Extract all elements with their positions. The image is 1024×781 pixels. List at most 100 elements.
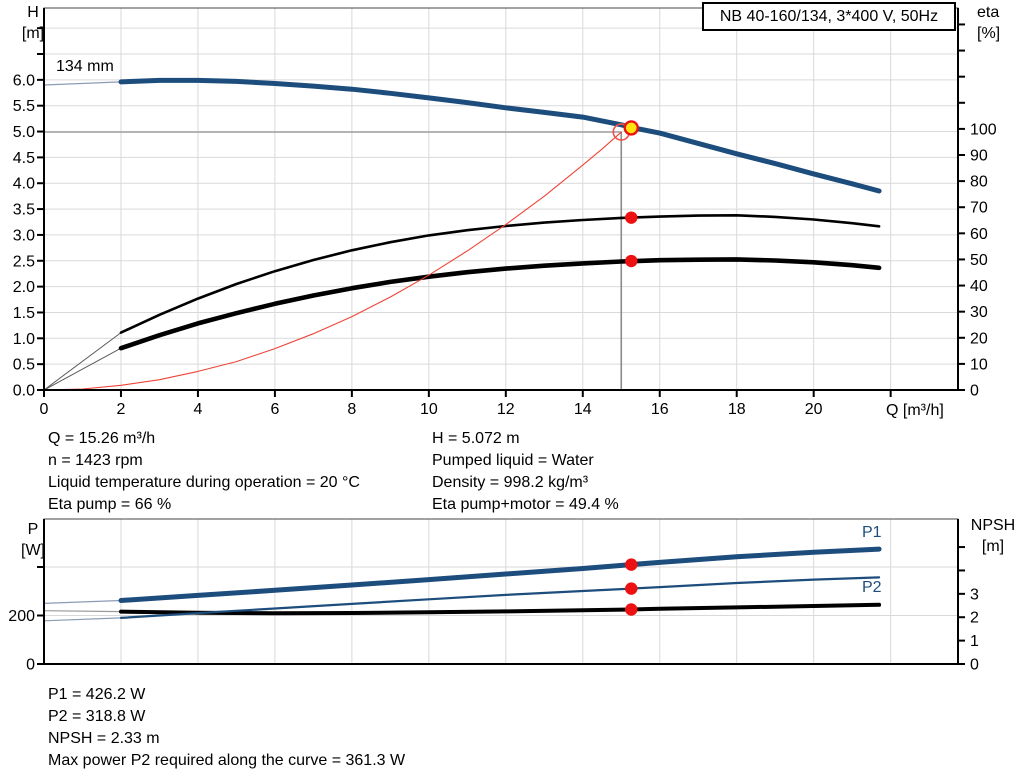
svg-text:60: 60: [970, 226, 988, 243]
svg-text:16: 16: [651, 401, 669, 418]
duty-results-right: H = 5.072 m Pumped liquid = Water Densit…: [432, 428, 619, 516]
result-max-p2: Max power P2 required along the curve = …: [48, 752, 406, 769]
eta-axis-label-line1: eta: [977, 4, 1000, 21]
p1-ext-curve: [43, 599, 122, 604]
svg-text:10: 10: [420, 401, 438, 418]
eta-pump-ext-curve: [43, 332, 122, 391]
p1-curve: [118, 546, 882, 603]
npsh-ext-curve: [43, 610, 122, 613]
curves: [43, 77, 882, 391]
h-axis-label: H [m]: [14, 2, 52, 44]
svg-text:70: 70: [970, 200, 988, 217]
h-axis-label-line2: [m]: [21, 25, 45, 42]
eta-axis-label: eta [%]: [977, 2, 1000, 44]
result-pumped-liquid: Pumped liquid = Water: [432, 452, 594, 469]
p1-curve-label: P1: [862, 524, 882, 541]
eta-pump-motor-curve: [118, 257, 882, 351]
p-axis-label-line2: [W]: [21, 542, 45, 559]
svg-text:18: 18: [728, 401, 746, 418]
p-axis-label-line1: P: [27, 521, 39, 538]
gridlines: [44, 8, 958, 390]
p2-duty-dot: [625, 582, 638, 595]
svg-text:40: 40: [970, 278, 988, 295]
svg-text:3.5: 3.5: [13, 202, 35, 219]
eta-axis-label-line2: [%]: [977, 25, 1001, 42]
system-curve-curve: [43, 131, 622, 391]
eta-pump-motor-duty-dot: [625, 254, 638, 268]
axes: [37, 518, 965, 665]
head-ext-curve: [43, 81, 122, 86]
svg-text:50: 50: [970, 252, 988, 269]
svg-text:2: 2: [117, 401, 126, 418]
result-eta-pump-motor: Eta pump+motor = 49.4 %: [432, 496, 619, 513]
eta-pump-curve: [119, 214, 881, 334]
npsh-axis-label-line1: NPSH: [970, 517, 1016, 534]
duty-point-marker[interactable]: [623, 120, 639, 136]
head-134mm-curve: [118, 77, 882, 194]
svg-text:4.0: 4.0: [13, 176, 35, 193]
svg-text:8: 8: [347, 401, 356, 418]
svg-text:6: 6: [270, 401, 279, 418]
p1-duty-dot: [625, 558, 638, 571]
gridlines: [44, 519, 958, 664]
duty-results-left: Q = 15.26 m³/h n = 1423 rpm Liquid tempe…: [48, 428, 360, 516]
svg-text:0: 0: [40, 401, 49, 418]
result-speed: n = 1423 rpm: [48, 452, 143, 469]
svg-text:2: 2: [970, 610, 979, 627]
svg-text:80: 80: [970, 174, 988, 191]
axes: [37, 7, 965, 397]
svg-text:1.5: 1.5: [13, 305, 35, 322]
svg-text:0: 0: [26, 657, 35, 674]
tick-labels: 0 200 0 1 2 3: [8, 586, 979, 673]
h-axis-label-line1: H: [27, 4, 39, 21]
result-liquid-temp: Liquid temperature during operation = 20…: [48, 474, 360, 491]
impeller-diameter-label: 134 mm: [56, 58, 114, 75]
svg-text:2.0: 2.0: [13, 279, 35, 296]
npsh-curve: [119, 602, 882, 616]
power-npsh-chart: 0 200 0 1 2 3: [8, 518, 979, 674]
svg-text:0.5: 0.5: [13, 357, 35, 374]
duty-markers: [625, 558, 638, 616]
svg-text:30: 30: [970, 304, 988, 321]
eta-pump-duty-dot: [625, 211, 638, 224]
p2-curve: [119, 576, 881, 619]
svg-text:20: 20: [970, 330, 988, 347]
svg-text:3: 3: [970, 586, 979, 603]
q-axis-label: Q [m³/h]: [886, 402, 944, 419]
svg-text:3.0: 3.0: [13, 227, 35, 244]
power-results: P1 = 426.2 W P2 = 318.8 W NPSH = 2.33 m …: [48, 684, 405, 772]
svg-text:1.0: 1.0: [13, 331, 35, 348]
p2-ext-curve: [43, 617, 122, 622]
result-head: H = 5.072 m: [432, 430, 520, 447]
curves: [43, 546, 882, 622]
svg-text:10: 10: [970, 356, 988, 373]
svg-text:5.0: 5.0: [13, 124, 35, 141]
svg-text:1: 1: [970, 633, 979, 650]
svg-text:14: 14: [574, 401, 592, 418]
result-p2: P2 = 318.8 W: [48, 708, 146, 725]
result-density: Density = 998.2 kg/m³: [432, 474, 589, 491]
eta-pump-motor-ext-curve: [43, 347, 122, 391]
svg-text:20: 20: [805, 401, 823, 418]
svg-text:2.5: 2.5: [13, 253, 35, 270]
tick-labels: 0.0 0.5 1.0 1.5 2.0 2.5 3.0 3.5 4.0 4.5 5.0 5.5 6.0 0…: [13, 72, 997, 418]
svg-text:4: 4: [193, 401, 202, 418]
npsh-axis-label: NPSH [m]: [962, 515, 1024, 557]
svg-text:12: 12: [497, 401, 515, 418]
npsh-axis-label-line2: [m]: [981, 538, 1005, 555]
svg-text:6.0: 6.0: [13, 72, 35, 89]
npsh-duty-dot: [625, 603, 638, 616]
svg-text:100: 100: [970, 121, 997, 138]
svg-text:5.5: 5.5: [13, 98, 35, 115]
result-eta-pump: Eta pump = 66 %: [48, 496, 172, 513]
svg-text:200: 200: [8, 608, 35, 625]
svg-text:0.0: 0.0: [13, 383, 35, 400]
svg-text:0: 0: [970, 383, 979, 400]
p-axis-label: P [W]: [14, 519, 52, 561]
p2-curve-label: P2: [862, 579, 882, 596]
svg-text:0: 0: [970, 657, 979, 674]
svg-text:4.5: 4.5: [13, 150, 35, 167]
pump-title-box: NB 40-160/134, 3*400 V, 50Hz: [702, 2, 956, 31]
result-npsh: NPSH = 2.33 m: [48, 730, 160, 747]
